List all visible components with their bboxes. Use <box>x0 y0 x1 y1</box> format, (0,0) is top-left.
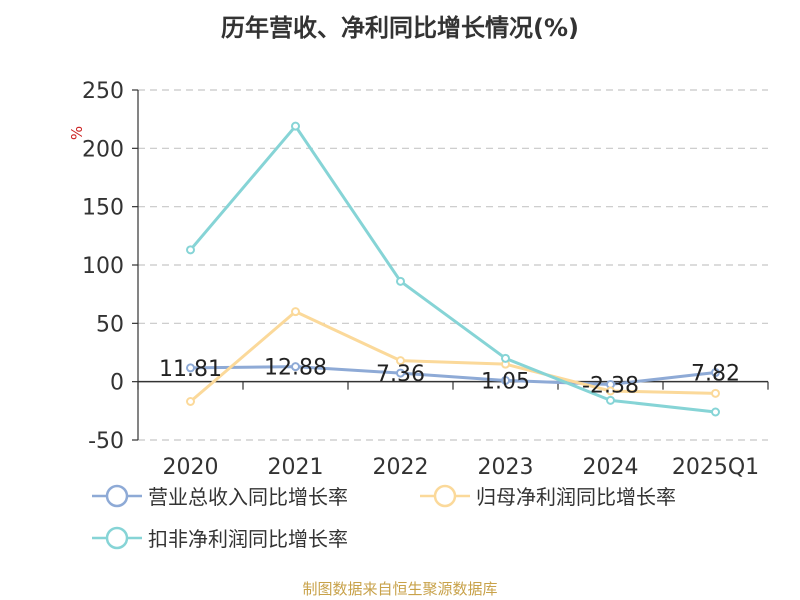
legend-label: 归母净利润同比增长率 <box>476 485 676 509</box>
data-point <box>291 362 300 372</box>
chart-title: 历年营收、净利同比增长情况(%) <box>221 14 579 42</box>
data-point <box>606 395 615 405</box>
x-tick-label: 2025Q1 <box>672 455 759 480</box>
data-point <box>396 368 405 378</box>
x-tick-label: 2023 <box>478 455 534 480</box>
y-tick-label: 50 <box>96 312 124 337</box>
y-tick-label: 0 <box>110 371 124 396</box>
y-tick-label: 100 <box>82 254 124 279</box>
data-label: 7.36 <box>376 362 425 387</box>
y-axis: 250 200 150 100 50 0 -50% <box>68 79 139 454</box>
data-point <box>186 245 195 255</box>
data-point <box>186 397 195 406</box>
data-point <box>606 386 615 396</box>
data-point <box>501 353 510 363</box>
source-note: 制图数据来自恒生聚源数据库 <box>302 580 498 598</box>
data-point <box>501 375 510 385</box>
data-labels: 11.81 12.88 7.36 1.05 -2.38 7.82 <box>159 356 740 399</box>
legend-label: 扣非净利润同比增长率 <box>148 527 348 551</box>
data-label: 11.81 <box>159 357 222 382</box>
y-axis-unit-label: % <box>68 126 86 140</box>
x-tick-label: 2024 <box>583 455 639 480</box>
data-point <box>711 388 720 398</box>
legend-label: 营业总收入同比增长率 <box>148 485 348 509</box>
data-point <box>711 407 720 417</box>
data-point <box>291 307 300 317</box>
legend-marker-icon <box>92 526 142 549</box>
x-tick-label: 2022 <box>373 455 429 480</box>
series-lines <box>186 121 720 417</box>
x-axis: 2020 2021 2022 2023 2024 2025Q1 <box>137 380 769 480</box>
data-label: 1.05 <box>481 369 530 394</box>
x-tick-label: 2021 <box>268 455 324 480</box>
data-point <box>396 276 405 286</box>
y-tick-label: 200 <box>82 137 124 162</box>
legend-marker-icon <box>92 484 142 507</box>
data-point <box>291 121 300 131</box>
y-tick-label: -50 <box>88 429 124 454</box>
data-label: 12.88 <box>264 356 327 381</box>
series-line <box>189 310 716 403</box>
legend-item-revenue[interactable]: 营业总收入同比增长率 <box>92 481 348 510</box>
grid-lines <box>138 89 768 441</box>
data-label: 7.82 <box>691 362 740 387</box>
data-label: -2.38 <box>582 373 639 398</box>
y-tick-label: 150 <box>82 196 124 221</box>
legend-item-deducted-net-profit[interactable]: 扣非净利润同比增长率 <box>92 523 348 552</box>
legend-item-parent-net-profit[interactable]: 归母净利润同比增长率 <box>420 481 676 510</box>
data-point <box>396 356 405 366</box>
data-point <box>186 363 195 373</box>
y-tick-label: 250 <box>82 79 124 104</box>
legend-marker-icon <box>420 484 470 507</box>
series-line <box>190 365 716 386</box>
data-point <box>711 368 720 378</box>
series-line <box>189 124 716 414</box>
x-tick-label: 2020 <box>163 455 219 480</box>
